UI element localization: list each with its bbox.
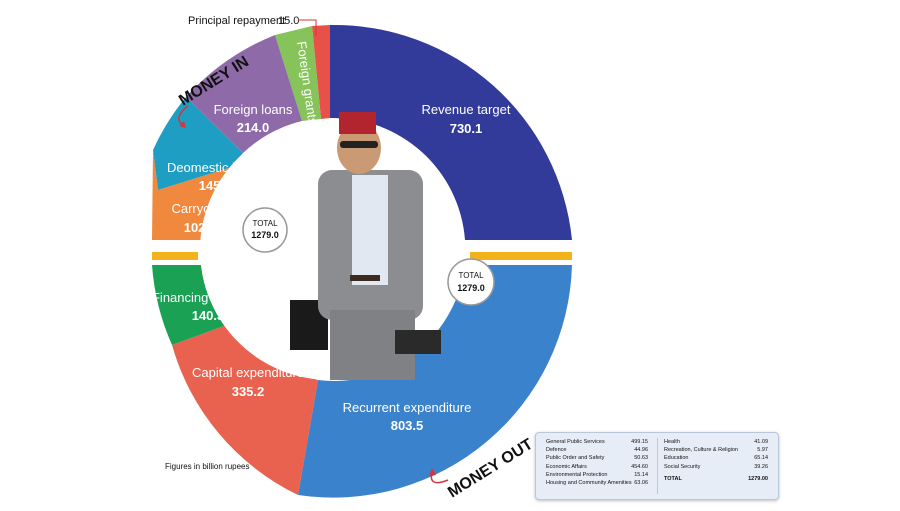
- principal-leader-line: [298, 19, 317, 36]
- foreign-grants-value: 72.2: [306, 127, 324, 154]
- foreign-loans-label: Foreign loans: [214, 102, 293, 117]
- total-in-value: 1279.0: [251, 230, 279, 240]
- row-name: Defence: [546, 447, 567, 454]
- table-row: Public Order and Safety 50.63: [546, 454, 648, 462]
- financing-label: Financing provision: [152, 290, 264, 305]
- total-in-label: TOTAL: [252, 219, 278, 228]
- slice-principal-repayment: [312, 25, 330, 119]
- capital-label: Capital expenditure: [192, 365, 304, 380]
- table-row: Education 65.14: [664, 454, 768, 462]
- slice-domestic-loans: [153, 97, 243, 190]
- recurrent-label: Recurrent expenditure: [343, 400, 472, 415]
- row-value: 39.26: [754, 463, 768, 470]
- table-row: Health 41.09: [664, 438, 768, 446]
- financing-value: 140.3: [192, 308, 225, 323]
- carryover-label: Carryover: [171, 201, 229, 216]
- table-row: Social Security 39.26: [664, 463, 768, 471]
- carryover-value: 102.7: [184, 220, 217, 235]
- expenditure-breakdown-table: General Public Services 499.15 Defence 44.…: [535, 432, 779, 500]
- money-out-arrowhead: [429, 468, 436, 476]
- minister-photo: [290, 112, 441, 380]
- row-value: 65.14: [754, 455, 768, 462]
- total-out-badge: TOTAL 1279.0: [447, 258, 495, 306]
- money-in-arrowhead: [179, 121, 186, 128]
- slice-foreign-loans: [186, 35, 302, 153]
- slice-carryover: [152, 150, 232, 240]
- domestic-loans-label: Deomestic loans: [167, 160, 264, 175]
- table-row: Defence 44.96: [546, 446, 648, 454]
- foreign-loans-value: 214.0: [237, 120, 270, 135]
- principal-value: 15.0: [278, 15, 299, 27]
- slice-foreign-grants: [275, 26, 321, 121]
- row-name: Recreation, Culture & Religion: [664, 447, 738, 454]
- row-value: 44.96: [634, 447, 648, 454]
- table-row: General Public Services 499.15: [546, 438, 648, 446]
- row-value: 454.60: [631, 463, 648, 470]
- figures-note: Figures in billion rupees: [165, 462, 250, 471]
- total-in-badge: TOTAL 1279.0: [242, 207, 288, 253]
- row-name: Public Order and Safety: [546, 455, 605, 462]
- breakdown-left-column: General Public Services 499.15 Defence 44.…: [546, 438, 648, 487]
- row-value: 5.97: [757, 447, 768, 454]
- total-value: 1279.00: [748, 475, 768, 482]
- table-total-row: TOTAL 1279.00: [664, 475, 768, 483]
- column-divider: [657, 438, 658, 494]
- row-name: Social Security: [664, 463, 701, 470]
- row-value: 499.15: [631, 439, 648, 445]
- row-name: Education: [664, 455, 689, 462]
- row-value: 50.63: [634, 455, 648, 462]
- row-value: 63.06: [634, 479, 648, 486]
- row-name: Health: [664, 439, 680, 445]
- table-row: Environmental Protection 15.14: [546, 471, 648, 479]
- row-name: General Public Services: [546, 439, 605, 445]
- total-out-label: TOTAL: [458, 271, 484, 280]
- table-row: Economic Affairs 454.60: [546, 463, 648, 471]
- total-label: TOTAL: [664, 475, 682, 482]
- domestic-loans-value: 145.0: [199, 178, 232, 193]
- row-name: Environmental Protection: [546, 471, 608, 478]
- row-name: Economic Affairs: [546, 463, 587, 470]
- capital-value: 335.2: [232, 384, 265, 399]
- slice-financing-provision: [152, 265, 240, 345]
- row-name: Housing and Community Amenities: [546, 479, 632, 486]
- revenue-value: 730.1: [450, 121, 483, 136]
- table-row: Housing and Community Amenities 63.06: [546, 479, 648, 487]
- table-row: Recreation, Culture & Religion 5.97: [664, 446, 768, 454]
- total-out-value: 1279.0: [457, 283, 485, 293]
- row-value: 15.14: [634, 471, 648, 478]
- money-in-donut: [152, 24, 572, 241]
- breakdown-right-column: Health 41.09 Recreation, Culture & Religi…: [664, 438, 768, 483]
- slice-recurrent-expenditure: [298, 265, 572, 498]
- revenue-label: Revenue target: [422, 102, 511, 117]
- recurrent-value: 803.5: [391, 418, 424, 433]
- slice-revenue-target: [330, 24, 572, 241]
- row-value: 41.09: [754, 439, 768, 445]
- principal-label: Principal repayment: [188, 15, 285, 27]
